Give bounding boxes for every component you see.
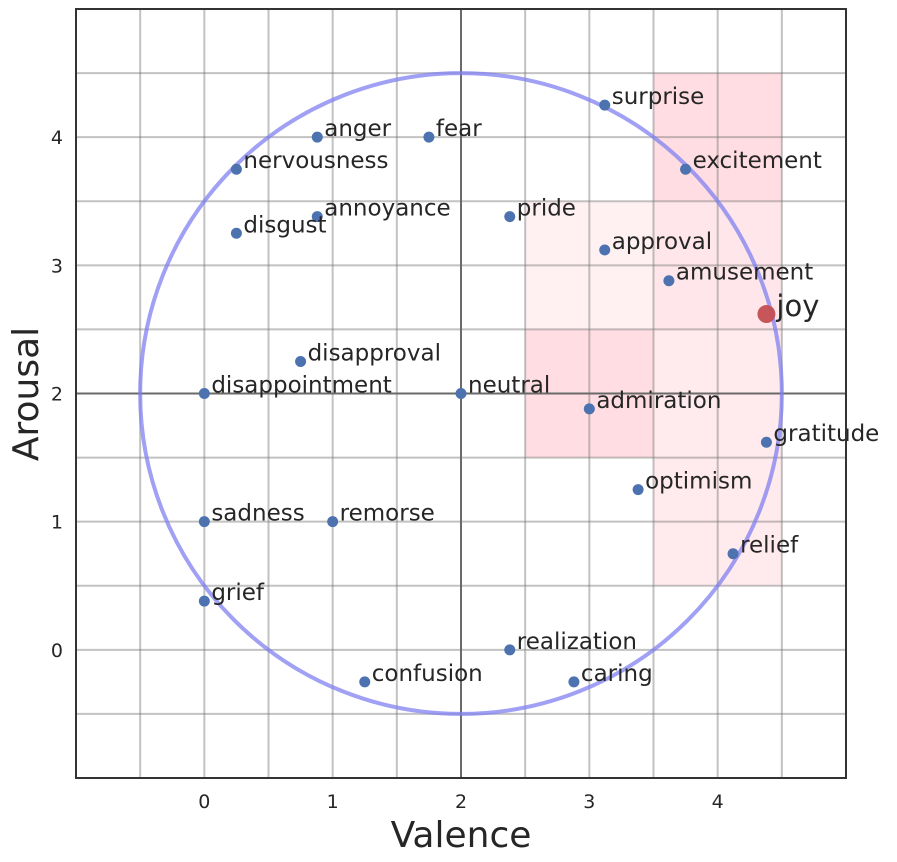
point-marker: [198, 595, 210, 607]
x-tick-label: 2: [455, 791, 467, 813]
plot-frame: [75, 8, 847, 779]
data-point-relief: relief: [727, 533, 799, 560]
point-label: realization: [517, 629, 637, 655]
point-marker: [327, 516, 339, 528]
circumplex-circle: [138, 71, 784, 716]
y-tick-label: 1: [51, 512, 63, 534]
point-label: grief: [211, 580, 265, 606]
point-label: nervousness: [243, 148, 388, 174]
point-label: excitement: [693, 148, 822, 174]
highlight-marker: [757, 305, 776, 324]
point-marker: [760, 436, 772, 448]
point-label: surprise: [612, 84, 705, 110]
point-marker: [568, 676, 580, 688]
data-points: surprise anger fear nervousness excitement an…: [198, 84, 879, 688]
point-marker: [504, 644, 516, 656]
point-label: admiration: [596, 388, 721, 414]
data-point-fear: fear: [423, 116, 482, 143]
data-point-nervousness: nervousness: [230, 148, 389, 175]
highlight-region: [653, 73, 782, 202]
data-point-anger: anger: [311, 116, 392, 143]
point-label: anger: [324, 116, 391, 142]
point-marker: [311, 211, 323, 223]
data-point-remorse: remorse: [327, 501, 435, 528]
point-label: disapproval: [308, 340, 441, 366]
point-marker: [455, 388, 467, 399]
data-point-caring: caring: [568, 661, 653, 688]
point-marker: [727, 548, 739, 560]
data-point-annoyance: annoyance: [311, 196, 451, 223]
data-point-excitement: excitement: [680, 148, 822, 175]
point-marker: [295, 355, 307, 367]
data-point-gratitude: gratitude: [760, 421, 879, 448]
y-axis-label: Arousal: [6, 327, 47, 461]
unit-circle: [138, 71, 784, 716]
point-marker: [230, 163, 242, 175]
y-tick-label: 4: [51, 127, 63, 149]
point-marker: [680, 163, 692, 175]
point-label: relief: [740, 533, 799, 559]
x-tick-label: 4: [712, 791, 724, 813]
x-tick-label: 3: [583, 791, 595, 813]
point-marker: [663, 275, 675, 287]
data-point-confusion: confusion: [359, 661, 483, 688]
data-point-approval: approval: [599, 229, 712, 256]
y-tick-label: 3: [51, 255, 63, 277]
data-point-neutral: neutral: [455, 373, 550, 399]
point-marker: [359, 676, 371, 688]
point-marker: [599, 244, 611, 256]
x-axis-label: Valence: [391, 815, 532, 856]
point-marker: [632, 484, 644, 496]
data-point-grief: grief: [198, 580, 265, 607]
data-point-admiration: admiration: [583, 388, 721, 415]
point-label: confusion: [372, 661, 483, 687]
data-point-pride: pride: [504, 196, 576, 223]
point-label: amusement: [676, 260, 813, 286]
point-label: annoyance: [324, 196, 450, 222]
data-point-disappointment: disappointment: [198, 373, 392, 399]
y-axis-ticks: 0 1 2 3 4: [51, 127, 63, 662]
data-point-realization: realization: [504, 629, 637, 656]
point-label: sadness: [211, 501, 304, 527]
point-label: optimism: [645, 469, 752, 495]
data-point-optimism: optimism: [632, 469, 752, 496]
highlight-region: [653, 329, 782, 586]
point-label: joy: [775, 289, 819, 323]
point-label: gratitude: [773, 421, 879, 447]
point-label: disgust: [243, 212, 326, 238]
point-label: remorse: [340, 501, 435, 527]
point-label: disappointment: [211, 373, 391, 399]
data-point-disgust: disgust: [230, 212, 327, 239]
point-marker: [504, 211, 516, 223]
data-point-surprise: surprise: [599, 84, 704, 111]
x-tick-label: 0: [198, 791, 210, 813]
point-label: pride: [517, 196, 576, 222]
point-label: fear: [436, 116, 482, 142]
x-axis-ticks: 0 1 2 3 4: [198, 791, 723, 813]
point-marker: [423, 131, 435, 143]
point-label: caring: [581, 661, 653, 687]
point-marker: [198, 516, 210, 528]
point-label: approval: [612, 229, 712, 255]
point-label: neutral: [468, 373, 550, 399]
data-point-joy: joy: [757, 289, 819, 324]
point-marker: [583, 403, 595, 415]
data-point-amusement: amusement: [663, 260, 813, 287]
data-point-sadness: sadness: [198, 501, 305, 528]
point-marker: [230, 227, 242, 239]
x-tick-label: 1: [327, 791, 339, 813]
point-marker: [599, 99, 611, 111]
highlight-regions: [525, 73, 782, 586]
y-tick-label: 2: [51, 384, 63, 406]
point-marker: [198, 388, 210, 399]
point-marker: [311, 131, 323, 143]
data-point-disapproval: disapproval: [295, 340, 441, 367]
y-tick-label: 0: [51, 640, 63, 662]
